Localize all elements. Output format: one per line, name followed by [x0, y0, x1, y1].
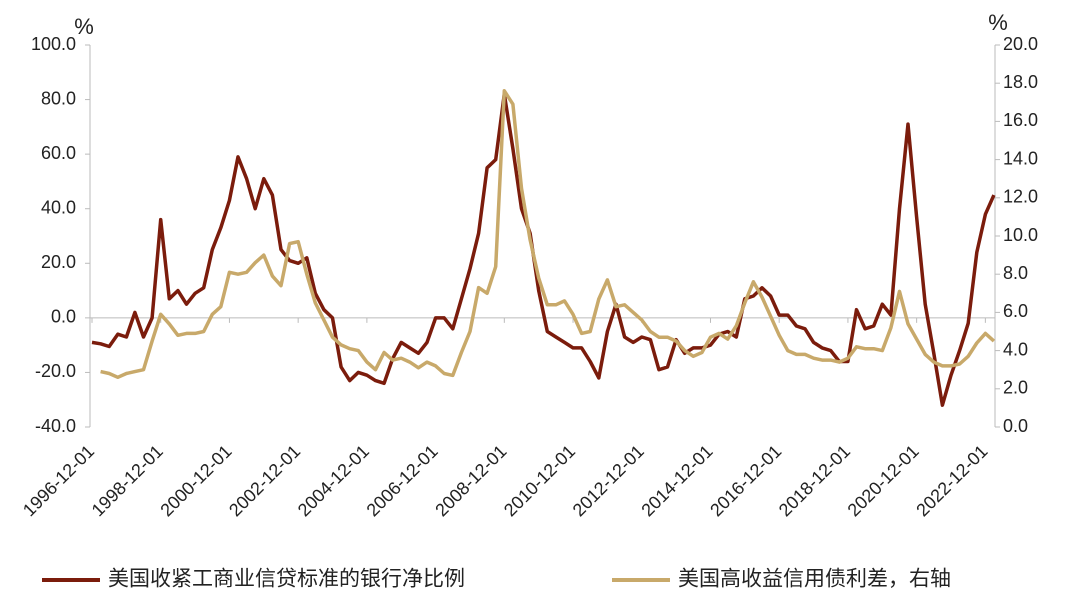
x-tick-label: 2006-12-01	[363, 441, 442, 520]
line-series	[91, 92, 996, 407]
y2-tick-label: 6.0	[1003, 301, 1028, 321]
y-tick-label: 80.0	[41, 88, 76, 108]
x-tick-label: 2022-12-01	[912, 441, 991, 520]
line-series	[100, 89, 996, 380]
y2-tick-label: 8.0	[1003, 263, 1028, 283]
x-tick-label: 2016-12-01	[706, 441, 785, 520]
y-tick-label: 100.0	[31, 34, 76, 54]
y2-tick-label: 20.0	[1003, 34, 1038, 54]
x-tick-label: 2002-12-01	[225, 441, 304, 520]
x-tick-label: 1998-12-01	[88, 441, 167, 520]
legend-label: 美国高收益信用债利差，右轴	[678, 568, 951, 591]
x-tick-label: 2010-12-01	[500, 441, 579, 520]
y-tick-label: 40.0	[41, 197, 76, 217]
y2-tick-label: 16.0	[1003, 110, 1038, 130]
y-tick-label: 20.0	[41, 252, 76, 272]
x-tick-label: 2008-12-01	[431, 441, 510, 520]
x-tick-label: 2012-12-01	[569, 441, 648, 520]
y-tick-label: 0.0	[51, 307, 76, 327]
x-tick-label: 2014-12-01	[637, 441, 716, 520]
y2-tick-label: 14.0	[1003, 148, 1038, 168]
y2-tick-label: 0.0	[1003, 416, 1028, 436]
y2-tick-label: 4.0	[1003, 339, 1028, 359]
y-tick-label: -40.0	[35, 416, 76, 436]
y-unit: %	[74, 14, 94, 39]
y-tick-label: -20.0	[35, 361, 76, 381]
x-tick-label: 2020-12-01	[844, 441, 923, 520]
legend-label: 美国收紧工商业信贷标准的银行净比例	[108, 568, 465, 591]
x-tick-label: 2000-12-01	[156, 441, 235, 520]
y2-tick-label: 2.0	[1003, 378, 1028, 398]
x-tick-label: 2018-12-01	[775, 441, 854, 520]
y2-tick-label: 18.0	[1003, 72, 1038, 92]
x-tick-label: 1996-12-01	[19, 441, 98, 520]
y2-unit: %	[988, 10, 1008, 35]
y2-tick-label: 12.0	[1003, 187, 1038, 207]
y-tick-label: 60.0	[41, 143, 76, 163]
y2-tick-label: 10.0	[1003, 225, 1038, 245]
x-tick-label: 2004-12-01	[294, 441, 373, 520]
